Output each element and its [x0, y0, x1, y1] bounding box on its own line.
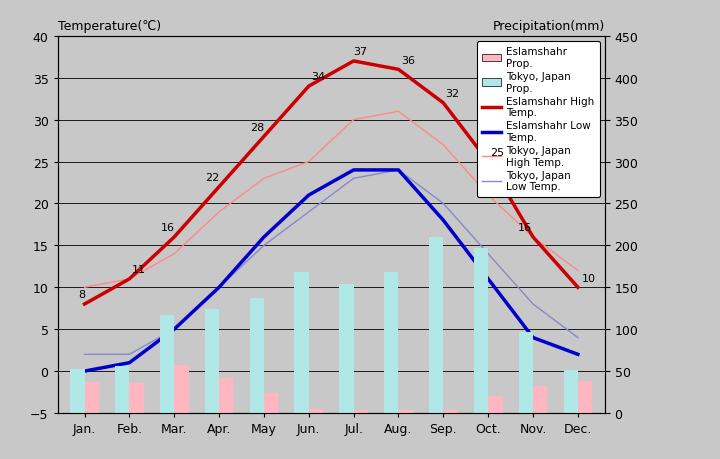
Text: 11: 11: [132, 264, 145, 274]
Bar: [564, 370, 578, 413]
Text: 25: 25: [490, 147, 505, 157]
Bar: [488, 397, 503, 413]
Legend: Eslamshahr
Prop., Tokyo, Japan
Prop., Eslamshahr High
Temp., Eslamshahr Low
Temp: Eslamshahr Prop., Tokyo, Japan Prop., Es…: [477, 42, 600, 197]
Text: 16: 16: [161, 223, 175, 233]
Bar: [429, 237, 444, 413]
Text: 8: 8: [78, 290, 85, 300]
Text: 28: 28: [251, 123, 265, 132]
Bar: [474, 248, 488, 413]
Bar: [70, 369, 84, 413]
Bar: [533, 386, 547, 413]
Bar: [339, 284, 354, 413]
Bar: [398, 411, 413, 413]
Text: 37: 37: [354, 47, 368, 57]
Bar: [444, 411, 458, 413]
Bar: [115, 366, 130, 413]
Text: 16: 16: [518, 223, 531, 233]
Text: 36: 36: [401, 56, 415, 66]
Bar: [219, 378, 233, 413]
Text: Precipitation(mm): Precipitation(mm): [492, 20, 605, 33]
Bar: [250, 298, 264, 413]
Bar: [294, 273, 309, 413]
Text: Temperature(℃): Temperature(℃): [58, 20, 161, 33]
Bar: [84, 382, 99, 413]
Bar: [174, 365, 189, 413]
Text: 32: 32: [446, 89, 459, 99]
Text: 34: 34: [311, 72, 325, 82]
Bar: [264, 393, 278, 413]
Text: 22: 22: [206, 173, 220, 183]
Text: 10: 10: [582, 273, 595, 283]
Bar: [578, 381, 593, 413]
Bar: [518, 332, 533, 413]
Bar: [130, 383, 144, 413]
Bar: [354, 411, 368, 413]
Bar: [384, 273, 398, 413]
Bar: [309, 409, 323, 413]
Bar: [204, 309, 219, 413]
Bar: [160, 315, 174, 413]
